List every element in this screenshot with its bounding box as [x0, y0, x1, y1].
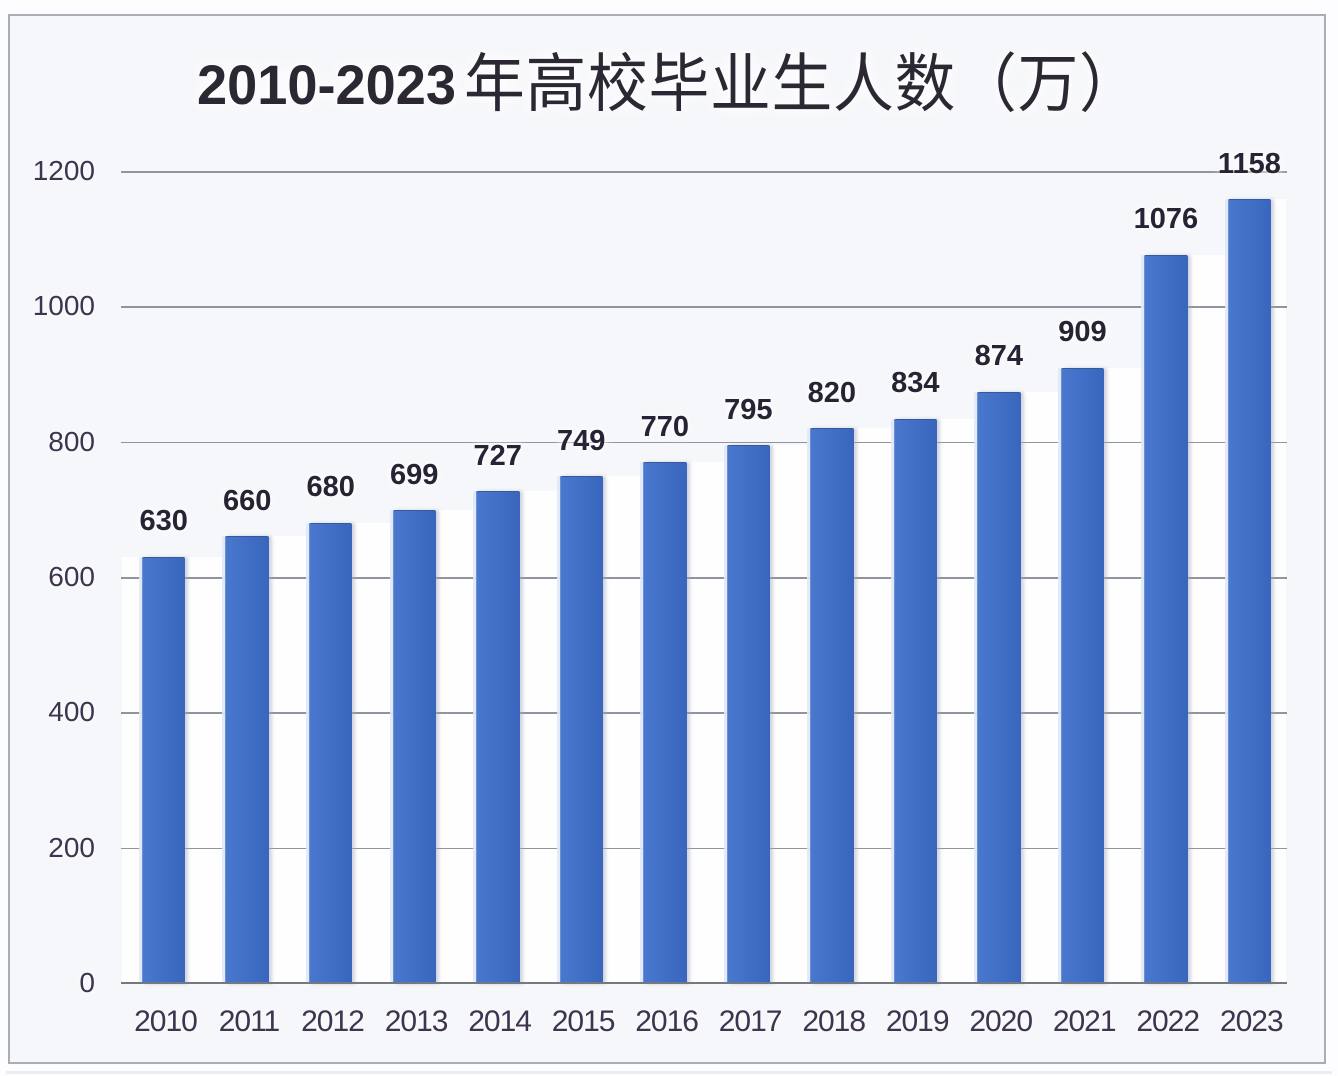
svg-text:2010-2023: 2010-2023: [197, 53, 456, 116]
